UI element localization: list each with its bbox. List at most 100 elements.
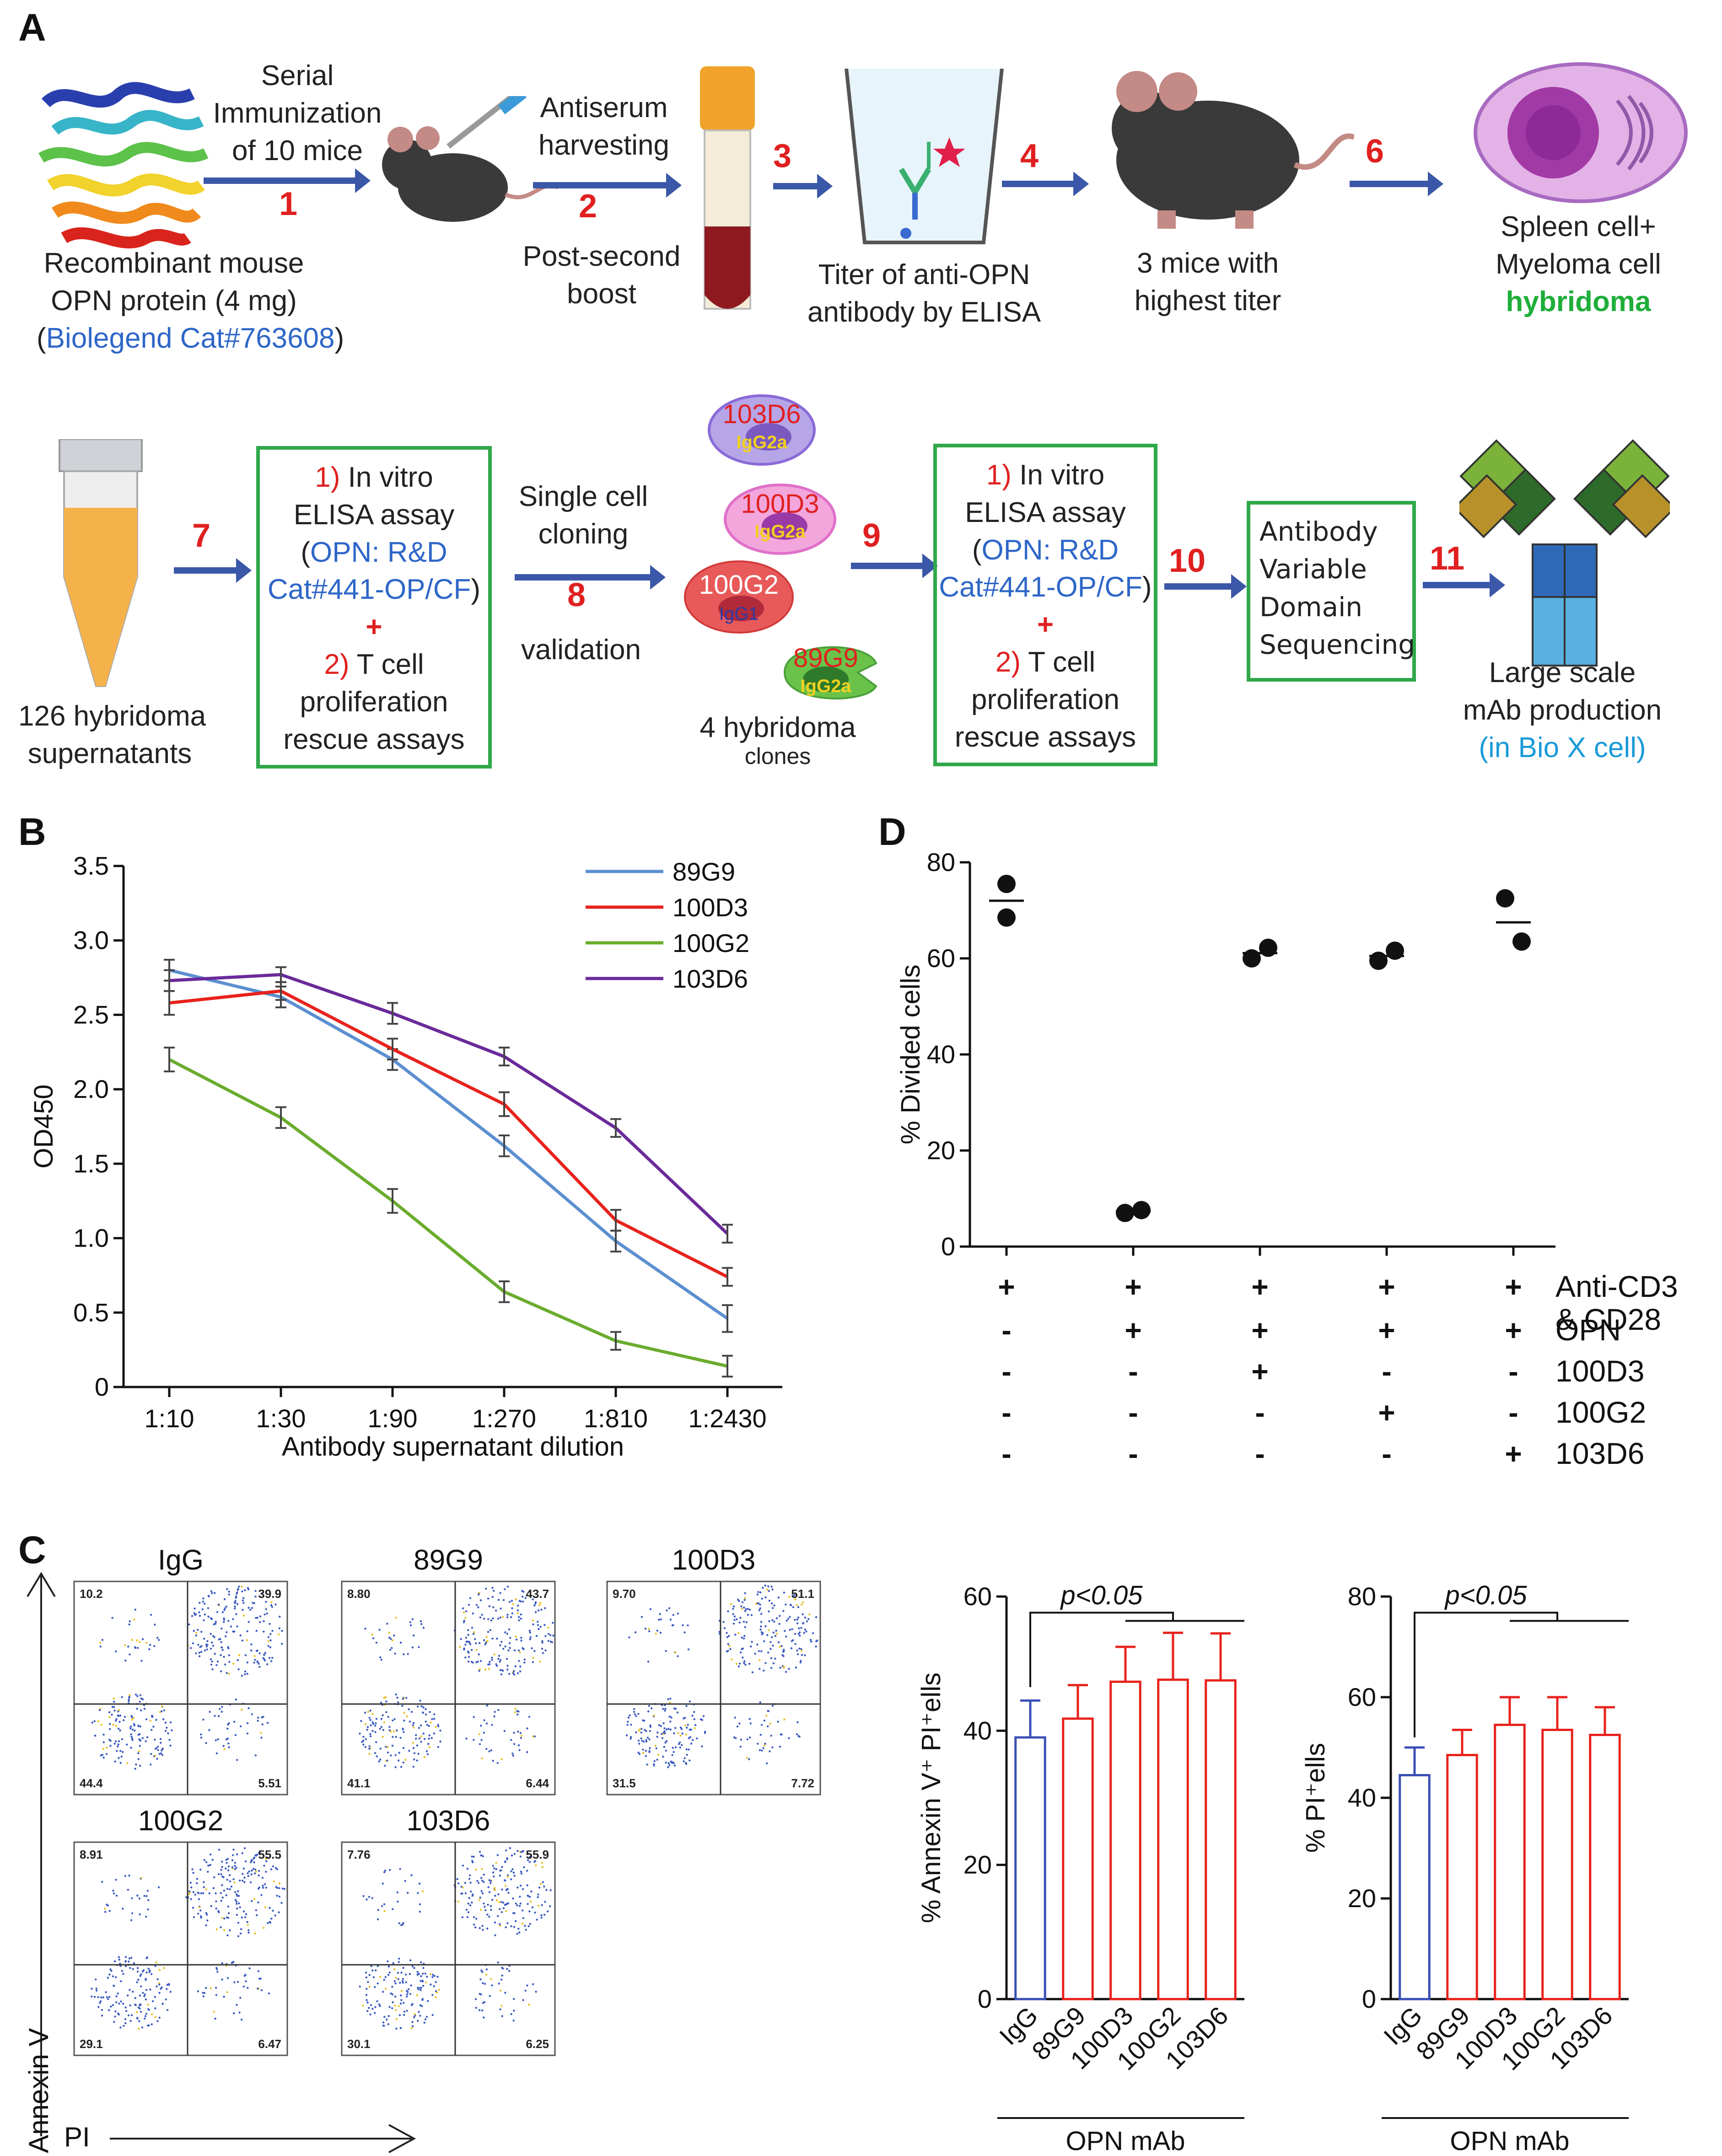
flow-event [364, 1746, 366, 1748]
flow-event [215, 1987, 217, 1989]
flow-event [205, 1861, 208, 1863]
flow-event [506, 1876, 509, 1878]
flow-event [810, 1640, 813, 1643]
flow-event [264, 1659, 266, 1661]
flow-event [783, 1591, 786, 1594]
flow-event [154, 1738, 156, 1741]
flow-event [203, 1602, 206, 1605]
flow-event [732, 1622, 735, 1625]
flow-event [214, 1715, 216, 1717]
flow-event [626, 1724, 629, 1726]
flow-event [419, 2004, 422, 2006]
flow-event [104, 1911, 107, 1913]
flow-event [508, 1642, 511, 1645]
flow-event [540, 1608, 543, 1611]
flow-event [634, 1713, 636, 1715]
flow-event [490, 1905, 492, 1908]
flow-event [131, 1639, 134, 1641]
flow-event [232, 1849, 235, 1851]
flow-event [506, 1858, 508, 1860]
flow-event [210, 1617, 212, 1619]
flow-event [733, 1619, 736, 1621]
flow-event [140, 1709, 142, 1712]
flow-event [246, 1732, 249, 1735]
flow-event [760, 1621, 763, 1623]
flow-event [645, 1739, 647, 1742]
flow-event [754, 1652, 756, 1655]
flow-frame [73, 1581, 288, 1796]
flow-event [804, 1628, 806, 1631]
flow-event [269, 1907, 271, 1909]
flow-event [402, 1698, 404, 1700]
flow-event [269, 1646, 272, 1649]
flow-event [479, 1978, 482, 1981]
y-tick-label: 20 [1348, 1884, 1376, 1913]
flow-event [193, 1612, 195, 1614]
flow-event [241, 1674, 243, 1677]
flow-event [133, 1962, 135, 1964]
flow-event [422, 1711, 424, 1714]
flow-event [406, 2010, 408, 2012]
flow-event [281, 1643, 283, 1645]
flow-event [221, 1917, 224, 1919]
clone-89g9-isotype: IgG2a [800, 676, 851, 696]
flow-event [797, 1633, 800, 1635]
flow-event [502, 1907, 505, 1909]
flow-event [255, 1617, 257, 1619]
flow-event [536, 1919, 538, 1921]
flow-event [139, 1725, 142, 1728]
flow-event [420, 1961, 422, 1963]
flow-event [525, 1929, 527, 1931]
flow-event [268, 1992, 270, 1995]
flow-event [471, 1627, 474, 1629]
flow-event [234, 1602, 237, 1604]
flow-event [201, 1608, 204, 1611]
flow-event [669, 1720, 672, 1723]
flow-event [759, 1603, 761, 1606]
flow-event [267, 1645, 269, 1647]
flow-event [241, 1709, 243, 1711]
flow-event [765, 1715, 768, 1717]
flow-event [679, 1746, 681, 1749]
flow-event [518, 1651, 521, 1654]
flow-event [517, 1850, 519, 1852]
flow-event [775, 1617, 778, 1619]
flow-event [507, 1892, 510, 1894]
step-8: 8 [567, 577, 586, 613]
flow-event [497, 1893, 500, 1896]
flow-event [111, 1617, 113, 1619]
flow-event [233, 1720, 236, 1723]
flow-event [214, 1623, 216, 1625]
flow-event [243, 1589, 246, 1591]
flow-event [420, 1705, 423, 1708]
flow-event [130, 1726, 132, 1728]
flow-event [198, 1898, 200, 1900]
flow-event [770, 1602, 773, 1605]
flow-event [469, 1904, 472, 1907]
quadrant-ul: 8.80 [347, 1587, 371, 1601]
flow-event [783, 1667, 785, 1669]
y-tick-label: 60 [1348, 1683, 1376, 1711]
flow-event [514, 1920, 517, 1922]
flow-event [499, 1908, 501, 1910]
flow-event [798, 1647, 801, 1650]
flow-event [481, 1613, 484, 1616]
flow-event [221, 1649, 224, 1651]
flow-event [517, 1609, 519, 1612]
flow-event [529, 1631, 531, 1634]
flow-event [235, 1900, 238, 1903]
flow-event [738, 1621, 741, 1624]
flow-event [124, 2006, 127, 2009]
step-3: 3 [773, 138, 792, 174]
flow-event [385, 1988, 387, 1990]
bar-103D6 [1589, 1734, 1621, 2000]
flow-event [409, 1993, 411, 1995]
bar-89G9 [1062, 1717, 1094, 2000]
flow-event [751, 1641, 753, 1643]
flow-event [637, 1739, 640, 1742]
flow-event [261, 1876, 264, 1879]
x-tick-label: 1:810 [584, 1404, 648, 1433]
flow-event [464, 1644, 467, 1646]
flow-event [468, 1640, 470, 1643]
flow-event [485, 1641, 487, 1644]
